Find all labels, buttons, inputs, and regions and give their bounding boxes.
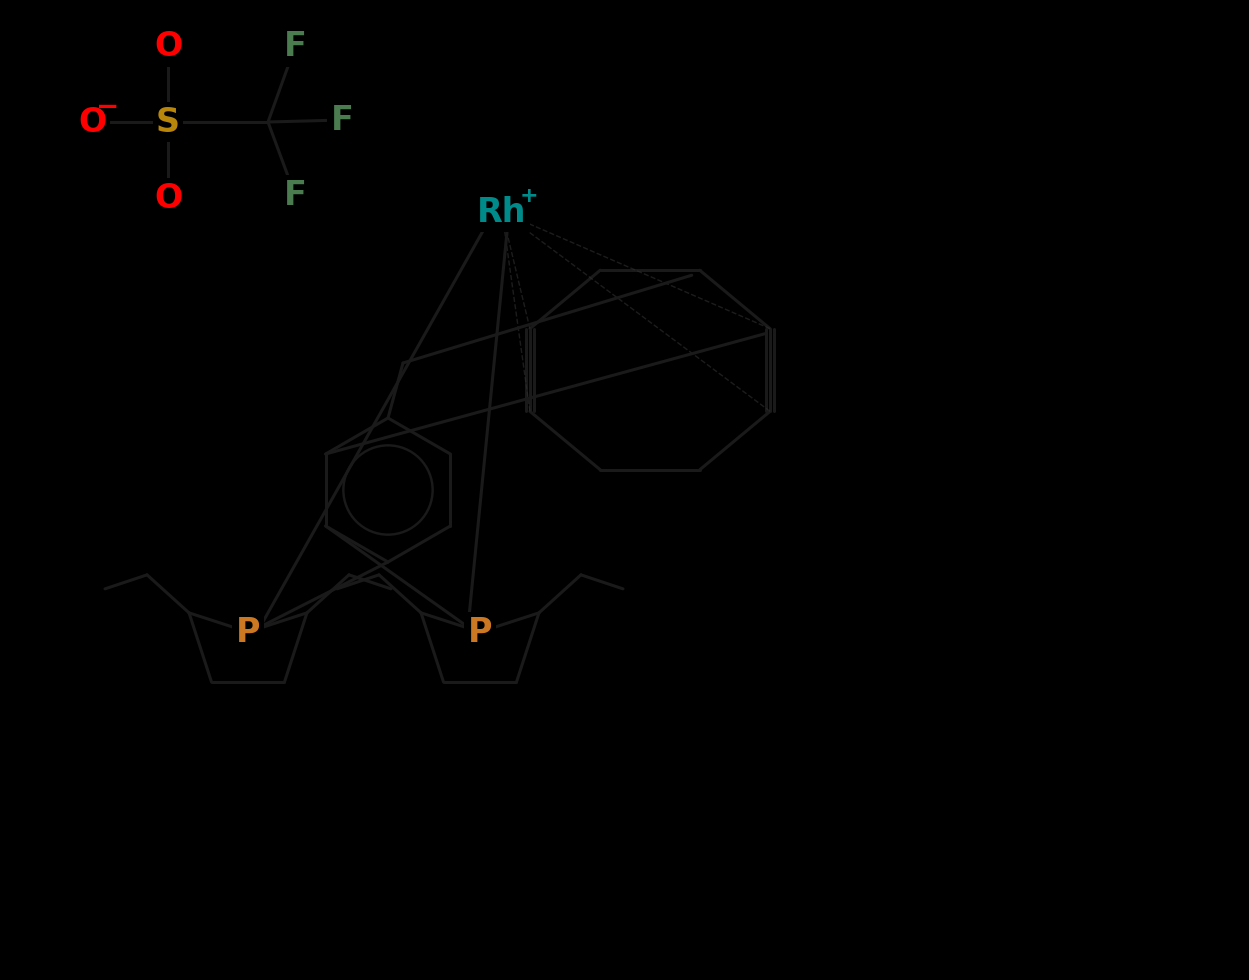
Text: O: O (154, 30, 182, 64)
Text: Rh: Rh (477, 195, 527, 228)
Text: O: O (79, 106, 107, 138)
Text: +: + (520, 186, 538, 206)
Text: P: P (467, 615, 492, 649)
Text: F: F (331, 104, 353, 136)
Text: P: P (236, 615, 260, 649)
Text: O: O (154, 181, 182, 215)
Text: F: F (284, 30, 306, 64)
Text: −: − (96, 93, 120, 121)
Text: F: F (284, 178, 306, 212)
Text: S: S (156, 106, 180, 138)
